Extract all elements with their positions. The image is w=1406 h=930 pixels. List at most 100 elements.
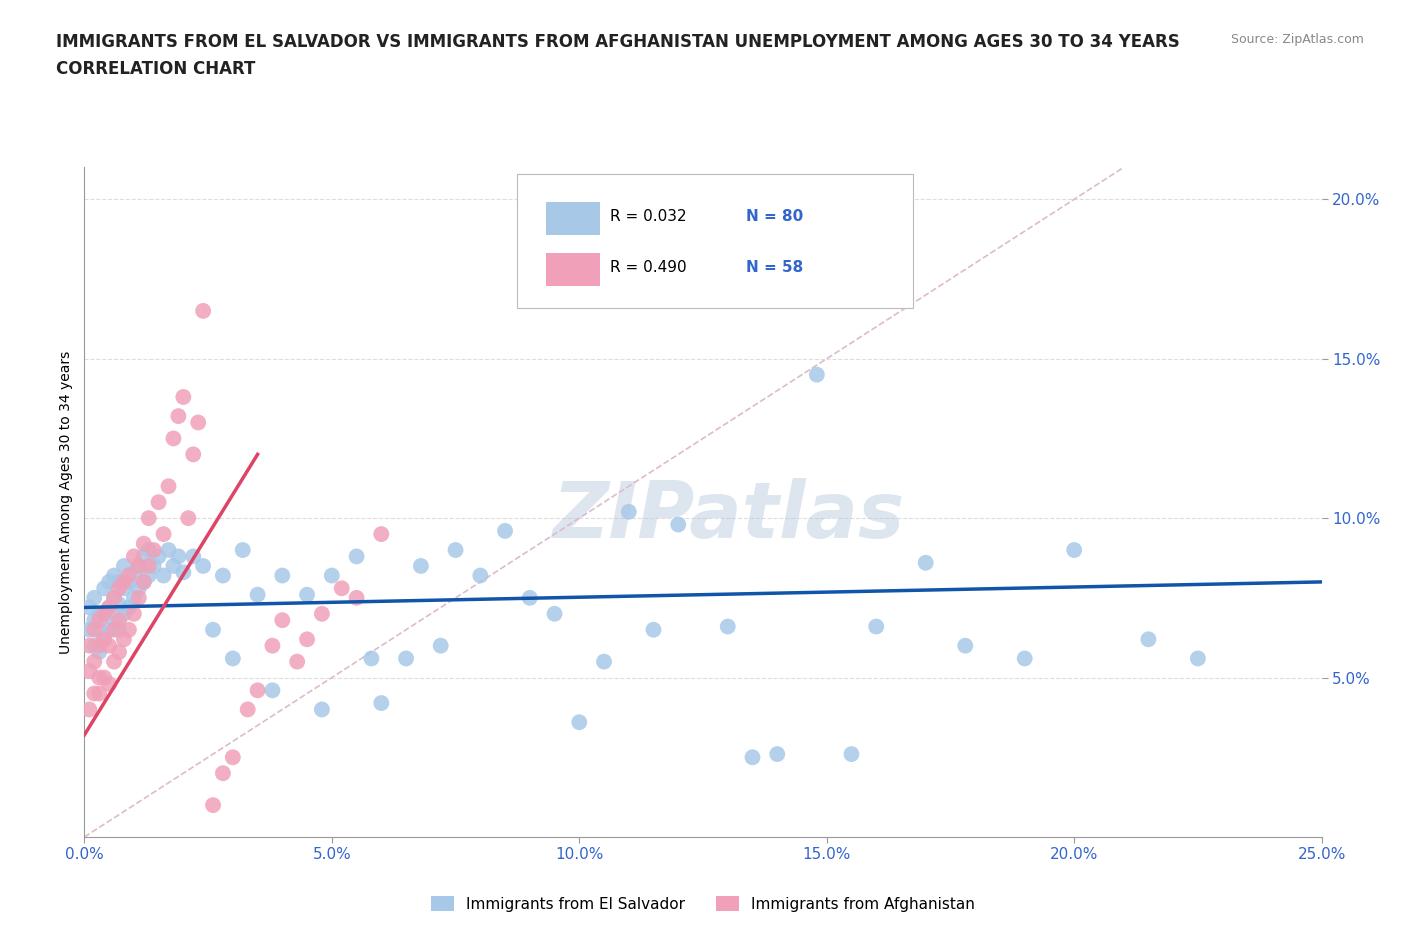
- Point: [103, 622, 125, 637]
- Point: [108, 575, 131, 590]
- Point: [89, 686, 111, 701]
- Point: [98, 600, 121, 615]
- Point: [914, 555, 936, 570]
- Point: [429, 638, 451, 653]
- Point: [202, 798, 225, 813]
- Point: [167, 549, 190, 564]
- Y-axis label: Unemployment Among Ages 30 to 34 years: Unemployment Among Ages 30 to 34 years: [59, 351, 73, 654]
- Point: [112, 581, 135, 596]
- Point: [246, 683, 269, 698]
- Text: N = 80: N = 80: [747, 209, 804, 224]
- Point: [666, 517, 689, 532]
- Point: [181, 549, 204, 564]
- Point: [142, 559, 165, 574]
- Point: [132, 575, 155, 590]
- Point: [108, 613, 131, 628]
- Point: [955, 638, 977, 653]
- Point: [191, 559, 214, 574]
- Point: [93, 581, 115, 596]
- Point: [138, 511, 160, 525]
- Point: [271, 613, 294, 628]
- Point: [741, 750, 763, 764]
- Point: [172, 390, 194, 405]
- Text: CORRELATION CHART: CORRELATION CHART: [56, 60, 256, 78]
- FancyBboxPatch shape: [546, 202, 600, 235]
- Point: [112, 631, 135, 646]
- Point: [122, 606, 145, 621]
- Point: [157, 479, 180, 494]
- Point: [212, 765, 235, 780]
- Point: [1187, 651, 1209, 666]
- Point: [122, 565, 145, 579]
- Point: [138, 542, 160, 557]
- Point: [112, 559, 135, 574]
- Point: [83, 613, 105, 628]
- Point: [262, 683, 284, 698]
- Point: [89, 638, 111, 653]
- Point: [395, 651, 418, 666]
- Point: [108, 622, 131, 637]
- Point: [568, 715, 591, 730]
- Point: [128, 559, 150, 574]
- Point: [83, 622, 105, 637]
- Point: [108, 581, 131, 596]
- Point: [93, 606, 115, 621]
- Point: [295, 587, 318, 602]
- Point: [311, 606, 333, 621]
- Point: [212, 568, 235, 583]
- Point: [865, 619, 887, 634]
- Point: [122, 591, 145, 605]
- Point: [519, 591, 541, 605]
- Point: [617, 504, 640, 519]
- Point: [93, 631, 115, 646]
- Text: Source: ZipAtlas.com: Source: ZipAtlas.com: [1230, 33, 1364, 46]
- Point: [321, 568, 343, 583]
- Point: [148, 549, 170, 564]
- Point: [346, 549, 368, 564]
- Point: [128, 591, 150, 605]
- Point: [103, 568, 125, 583]
- Point: [103, 591, 125, 605]
- Point: [89, 613, 111, 628]
- Point: [118, 600, 141, 615]
- Point: [191, 303, 214, 318]
- Point: [122, 549, 145, 564]
- Point: [330, 581, 353, 596]
- Point: [841, 747, 863, 762]
- Point: [370, 526, 392, 541]
- Point: [246, 587, 269, 602]
- Point: [148, 495, 170, 510]
- Point: [262, 638, 284, 653]
- Point: [167, 408, 190, 423]
- Point: [806, 367, 828, 382]
- Point: [83, 638, 105, 653]
- Point: [89, 606, 111, 621]
- Point: [370, 696, 392, 711]
- Point: [232, 542, 254, 557]
- Point: [236, 702, 259, 717]
- Point: [79, 638, 101, 653]
- Point: [1014, 651, 1036, 666]
- Point: [202, 622, 225, 637]
- Point: [103, 591, 125, 605]
- Point: [98, 638, 121, 653]
- Point: [311, 702, 333, 717]
- Point: [643, 622, 665, 637]
- Point: [103, 613, 125, 628]
- Point: [138, 568, 160, 583]
- FancyBboxPatch shape: [546, 253, 600, 286]
- Text: ZIPatlas: ZIPatlas: [551, 478, 904, 553]
- Point: [409, 559, 432, 574]
- Point: [142, 542, 165, 557]
- Point: [187, 415, 209, 430]
- Point: [98, 622, 121, 637]
- Point: [222, 651, 245, 666]
- Point: [83, 591, 105, 605]
- Point: [717, 619, 740, 634]
- Point: [470, 568, 492, 583]
- Point: [271, 568, 294, 583]
- Point: [222, 750, 245, 764]
- Point: [162, 431, 184, 445]
- Point: [132, 549, 155, 564]
- Point: [79, 702, 101, 717]
